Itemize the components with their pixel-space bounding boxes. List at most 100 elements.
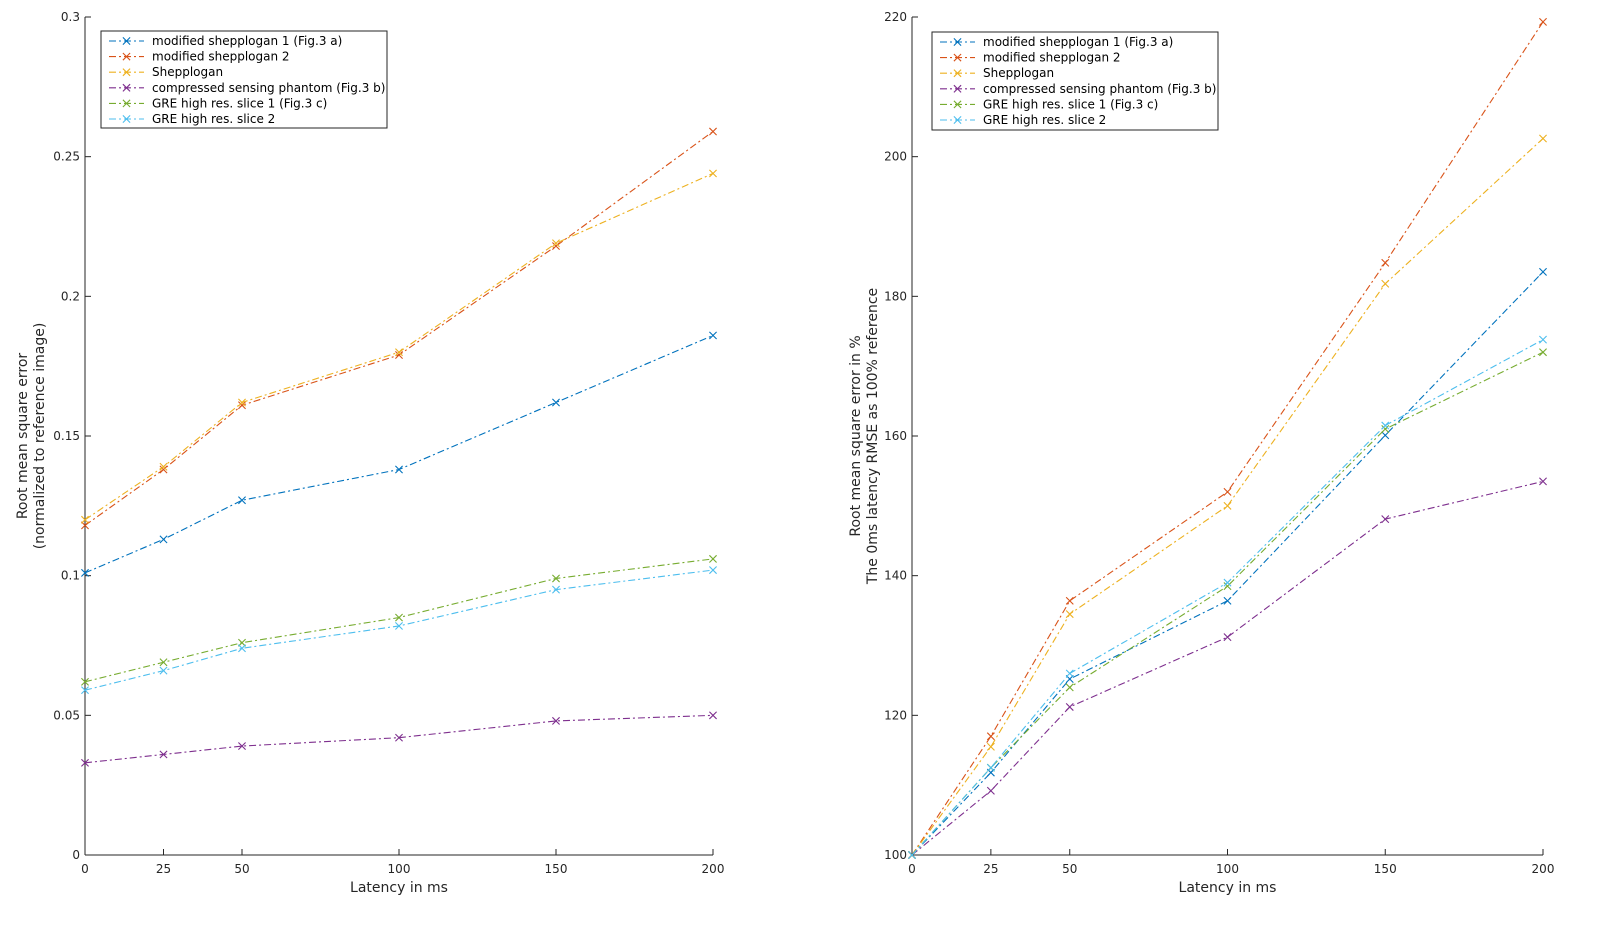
- data-point-marker: [395, 348, 403, 357]
- legend: modified shepplogan 1 (Fig.3 a) modified …: [100, 30, 388, 129]
- data-point-marker: [159, 658, 168, 667]
- legend-label: modified shepplogan 2: [152, 50, 290, 64]
- data-point-marker: [709, 331, 717, 340]
- series-5: [908, 335, 1547, 859]
- data-point-marker: [159, 462, 168, 471]
- data-point-marker: [709, 711, 717, 720]
- data-point-marker: [908, 851, 916, 859]
- data-point-marker: [1223, 487, 1232, 496]
- x-tick-label: 200: [1532, 862, 1555, 876]
- y-tick-label: 120: [884, 708, 907, 722]
- data-point-marker: [81, 758, 89, 767]
- legend-label: modified shepplogan 1 (Fig.3 a): [983, 35, 1173, 49]
- data-point-marker: [238, 398, 246, 407]
- data-point-marker: [552, 574, 560, 583]
- legend-label: Shepplogan: [152, 65, 223, 79]
- series-line: [911, 339, 1544, 856]
- data-point-marker: [1223, 633, 1232, 642]
- data-point-marker: [709, 127, 717, 136]
- data-point-marker: [238, 496, 246, 505]
- data-point-marker: [1539, 477, 1547, 486]
- data-point-marker: [986, 763, 995, 772]
- data-point-marker: [395, 621, 403, 630]
- data-point-marker: [395, 613, 403, 622]
- data-point-marker: [1223, 501, 1232, 510]
- data-point-marker: [986, 786, 995, 795]
- legend-label: Shepplogan: [983, 66, 1054, 80]
- data-point-marker: [709, 566, 717, 575]
- series-2: [908, 134, 1547, 859]
- data-point-marker: [159, 535, 168, 544]
- legend-item: compressed sensing phantom (Fig.3 b): [109, 81, 385, 95]
- data-point-marker: [1539, 348, 1547, 357]
- legend-item: GRE high res. slice 2: [940, 113, 1106, 127]
- series-line: [911, 21, 1544, 856]
- y-tick-label: 0.3: [61, 10, 80, 24]
- data-point-marker: [81, 515, 89, 524]
- legend: modified shepplogan 1 (Fig.3 a) modified …: [931, 31, 1219, 131]
- series-2: [81, 169, 717, 524]
- series-line: [911, 480, 1544, 856]
- data-point-marker: [552, 239, 560, 248]
- legend-marker: [953, 84, 962, 93]
- x-tick-label: 200: [702, 862, 725, 876]
- data-point-marker: [159, 666, 168, 675]
- series-3: [908, 477, 1547, 859]
- x-tick-label: 0: [81, 862, 89, 876]
- x-tick-label: 0: [908, 862, 916, 876]
- data-point-marker: [81, 686, 89, 695]
- x-axis-label: Latency in ms: [350, 880, 448, 896]
- data-point-marker: [1381, 258, 1390, 267]
- series-3: [81, 711, 717, 767]
- legend-item: GRE high res. slice 1 (Fig.3 c): [109, 96, 327, 110]
- data-point-marker: [159, 465, 168, 474]
- data-point-marker: [1223, 578, 1232, 587]
- legend-marker: [953, 53, 962, 62]
- x-tick-label: 150: [545, 862, 568, 876]
- series-4: [908, 348, 1547, 859]
- data-point-marker: [395, 733, 403, 742]
- legend-item: modified shepplogan 2: [109, 50, 290, 64]
- data-point-marker: [986, 742, 995, 751]
- y-tick-label: 220: [884, 10, 907, 24]
- x-tick-label: 50: [1062, 862, 1077, 876]
- y-tick-label: 0.1: [61, 569, 80, 583]
- series-1: [908, 17, 1547, 859]
- data-point-marker: [238, 401, 246, 410]
- y-tick-label: 0: [72, 848, 80, 862]
- data-point-marker: [395, 351, 403, 359]
- data-point-marker: [1381, 515, 1390, 524]
- data-point-marker: [1381, 421, 1390, 430]
- series-line: [84, 131, 714, 526]
- y-axis-label: Root mean square error(normalized to ref…: [15, 323, 48, 550]
- legend-item: GRE high res. slice 1 (Fig.3 c): [940, 97, 1158, 111]
- y-axis-label-line: Root mean square error: [15, 353, 31, 520]
- series-line: [911, 351, 1544, 856]
- y-tick-label: 0.25: [53, 150, 80, 164]
- y-tick-label: 160: [884, 429, 907, 443]
- y-axis-label-line: (normalized to reference image): [32, 323, 48, 550]
- legend-item: modified shepplogan 1 (Fig.3 a): [940, 35, 1173, 49]
- legend-box: [931, 31, 1219, 131]
- y-axis-label-line: Root mean square error in %: [848, 335, 864, 536]
- data-point-marker: [552, 716, 560, 725]
- data-point-marker: [81, 521, 89, 530]
- legend-marker: [953, 100, 962, 109]
- series-1: [81, 127, 717, 530]
- legend-marker: [122, 37, 131, 45]
- x-tick-label: 50: [234, 862, 249, 876]
- left-plot: 0 25 50 100 150 200 0 0.05 0.1 0.15 0.2 0.25 0.3 Late…: [15, 10, 724, 896]
- data-point-marker: [1065, 596, 1074, 605]
- y-axis-label-line: The 0ms latency RMSE as 100% reference: [865, 288, 881, 585]
- legend-item: compressed sensing phantom (Fig.3 b): [940, 82, 1216, 96]
- data-point-marker: [1381, 279, 1390, 288]
- series-line: [84, 714, 714, 764]
- y-tick-label: 140: [884, 569, 907, 583]
- data-point-marker: [1381, 425, 1390, 434]
- y-tick-label: 200: [884, 150, 907, 164]
- x-tick-label: 150: [1374, 862, 1397, 876]
- series-0: [81, 331, 717, 577]
- series-4: [81, 554, 717, 686]
- data-point-marker: [238, 742, 246, 751]
